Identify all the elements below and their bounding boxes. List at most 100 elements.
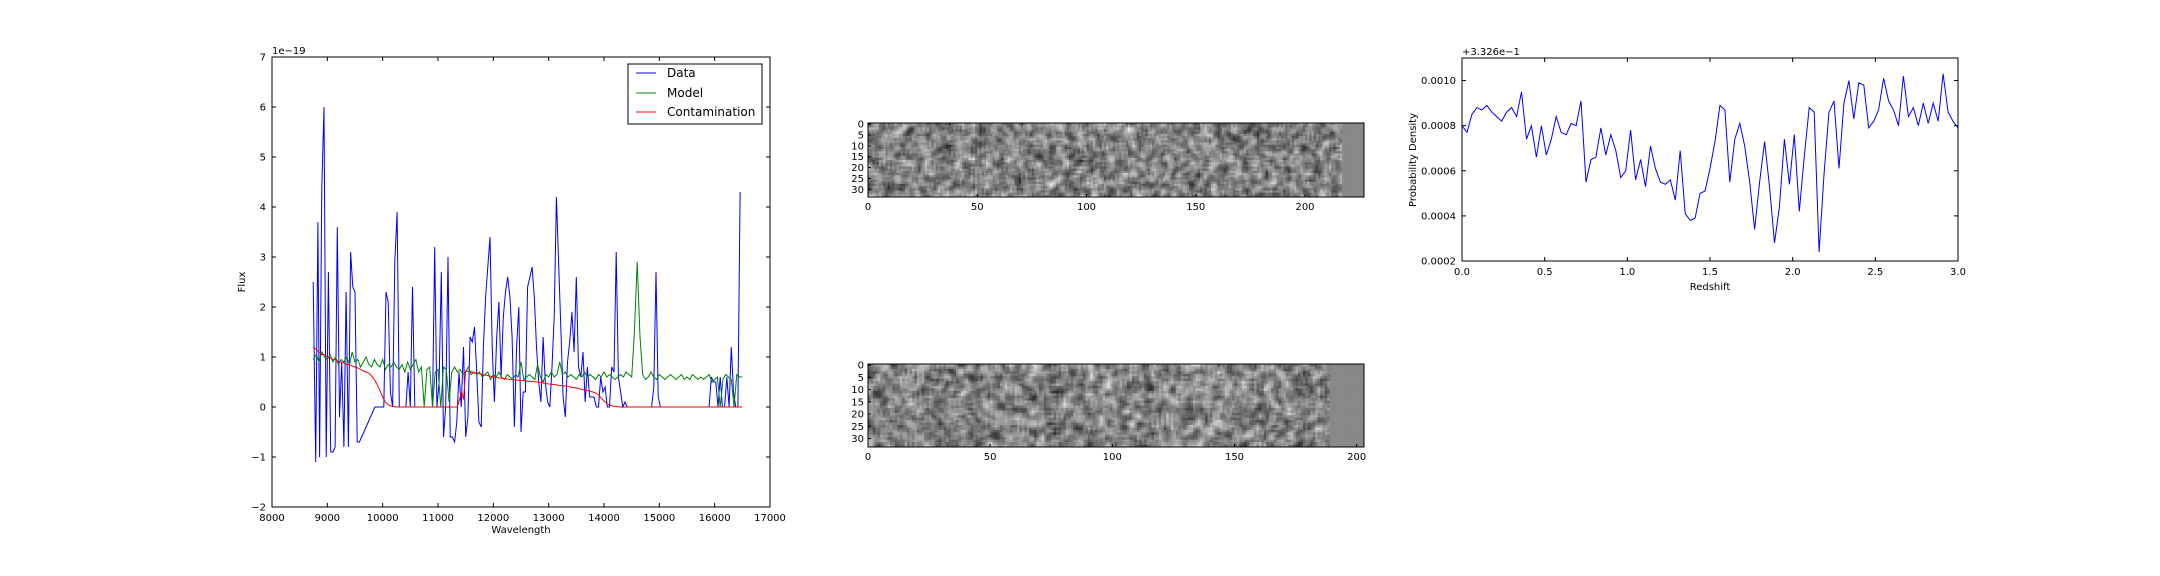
heatmap-pixel — [1016, 123, 1020, 126]
heatmap-pixel — [1206, 166, 1210, 170]
heatmap-pixel — [1090, 157, 1094, 161]
heatmap-pixel — [872, 125, 875, 128]
heatmap-pixel — [902, 151, 906, 154]
heatmap-pixel — [1329, 160, 1332, 163]
heatmap-pixel — [1270, 155, 1273, 159]
heatmap-pixel — [1342, 123, 1345, 126]
heatmap-pixel — [1064, 129, 1068, 133]
heatmap-pixel — [1121, 127, 1124, 130]
heatmap-pixel — [1320, 155, 1323, 159]
heatmap-pixel — [1154, 155, 1157, 159]
heatmap-pixel — [1034, 157, 1037, 161]
heatmap-pixel — [1276, 164, 1280, 167]
heatmap-pixel — [992, 164, 996, 167]
heatmap-pixel — [1184, 160, 1188, 163]
heatmap-pixel — [1010, 125, 1013, 128]
heatmap-pixel — [1084, 157, 1087, 161]
heatmap-pixel — [1003, 151, 1006, 154]
heatmap-pixel — [1086, 129, 1089, 133]
heatmap-pixel — [1217, 166, 1221, 170]
heatmap-pixel — [1167, 136, 1170, 139]
heatmap-pixel — [896, 151, 899, 154]
heatmap-pixel — [1134, 142, 1138, 146]
heatmap-pixel — [1246, 157, 1249, 161]
heatmap-pixel — [1184, 153, 1188, 156]
heatmap-pixel — [1355, 123, 1358, 126]
heatmap-pixel — [929, 155, 932, 159]
heatmap-pixel — [1256, 162, 1260, 165]
heatmap-pixel — [1077, 160, 1081, 163]
heatmap-pixel — [1053, 164, 1057, 167]
heatmap-pixel — [1141, 146, 1144, 150]
heatmap-pixel — [1289, 125, 1293, 128]
heatmap-pixel — [1029, 129, 1033, 133]
heatmap-pixel — [878, 142, 882, 146]
heatmap-pixel — [1147, 129, 1151, 133]
heatmap-pixel — [1331, 123, 1334, 126]
heatmap-pixel — [1152, 136, 1155, 139]
heatmap-pixel — [1243, 162, 1247, 165]
heatmap-pixel — [1143, 133, 1146, 137]
heatmap-pixel — [1283, 160, 1286, 163]
heatmap-pixel — [1138, 125, 1142, 128]
heatmap-pixel — [948, 138, 952, 141]
heatmap-pixel — [1073, 123, 1076, 126]
heatmap-pixel — [1241, 142, 1245, 146]
heatmap-pixel — [1228, 127, 1232, 130]
heatmap-pixel — [1324, 140, 1328, 143]
heatmap-pixel — [953, 125, 956, 128]
heatmap-pixel — [881, 153, 884, 156]
heatmap-pixel — [1010, 127, 1013, 130]
heatmap-pixel — [1103, 164, 1107, 167]
heatmap-pixel — [909, 129, 913, 133]
heatmap-pixel — [1114, 127, 1118, 130]
heatmap-pixel — [1090, 131, 1094, 135]
heatmap-pixel — [1259, 133, 1262, 137]
heatmap-pixel — [1283, 129, 1286, 133]
heatmap-pixel — [1309, 155, 1312, 159]
heatmap-pixel — [1154, 142, 1157, 146]
heatmap-pixel — [961, 151, 965, 154]
heatmap-pixel — [1034, 166, 1037, 170]
heatmap-pixel — [1138, 164, 1142, 167]
heatmap-pixel — [1294, 155, 1297, 159]
heatmap-pixel — [1051, 146, 1055, 150]
heatmap-pixel — [970, 153, 974, 156]
heatmap-pixel — [905, 144, 908, 148]
heatmap-pixel — [909, 157, 913, 161]
heatmap-pixel — [1071, 164, 1074, 167]
heatmap-pixel — [1241, 149, 1245, 152]
heatmap-pixel — [955, 123, 958, 126]
heatmap-pixel — [892, 149, 895, 152]
heatmap-pixel — [1086, 123, 1089, 126]
heatmap-pixel — [953, 129, 956, 133]
heatmap-pixel — [937, 153, 941, 156]
heatmap-pixel — [1241, 144, 1245, 148]
heatmap-pixel — [1040, 142, 1044, 146]
heatmap-pixel — [1075, 125, 1079, 128]
heatmap-pixel — [1191, 151, 1194, 154]
heatmap-pixel — [1169, 138, 1173, 141]
heatmap-pixel — [1291, 140, 1295, 143]
heatmap-pixel — [1143, 131, 1146, 135]
heatmap-pixel — [889, 123, 893, 126]
heatmap-pixel — [907, 160, 910, 163]
heatmap-pixel — [937, 151, 941, 154]
heatmap-pixel — [1224, 162, 1227, 165]
heatmap-pixel — [1010, 123, 1013, 126]
heatmap-pixel — [1337, 155, 1341, 159]
heatmap-pixel — [1296, 149, 1299, 152]
heatmap-pixel — [1097, 133, 1100, 137]
heatmap-pixel — [1189, 144, 1192, 148]
heatmap-pixel — [1073, 146, 1076, 150]
heatmap-pixel — [1090, 144, 1094, 148]
heatmap-pixel — [1335, 166, 1339, 170]
heatmap-pixel — [918, 127, 921, 130]
heatmap-pixel — [1346, 123, 1350, 126]
heatmap-pixel — [1058, 146, 1061, 150]
heatmap-pixel — [902, 160, 906, 163]
heatmap-pixel — [937, 149, 941, 152]
heatmap-pixel — [1108, 140, 1111, 143]
heatmap-pixel — [959, 157, 963, 161]
heatmap-pixel — [1125, 140, 1129, 143]
